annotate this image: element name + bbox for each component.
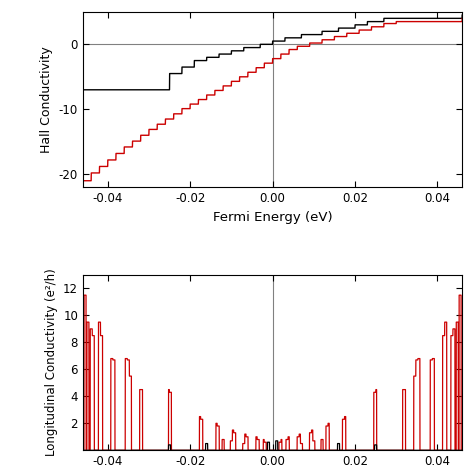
Y-axis label: Hall Conductivity: Hall Conductivity (40, 46, 53, 153)
Y-axis label: Longitudinal Conductivity (e²/h): Longitudinal Conductivity (e²/h) (45, 269, 57, 456)
X-axis label: Fermi Energy (eV): Fermi Energy (eV) (213, 210, 332, 224)
